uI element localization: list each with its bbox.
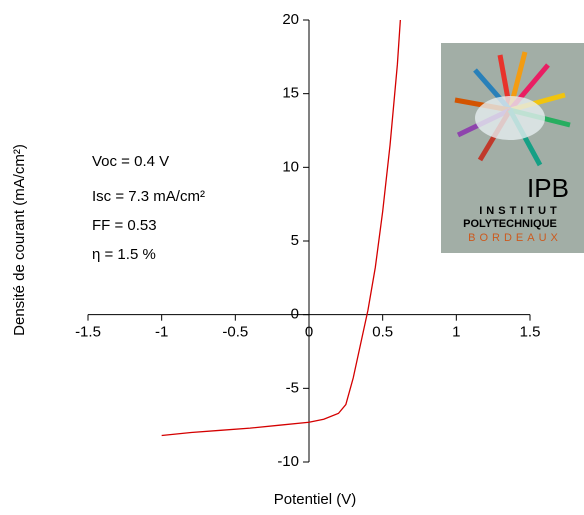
logo-text: POLYTECHNIQUE bbox=[463, 218, 557, 230]
x-axis-label: Potentiel (V) bbox=[274, 491, 357, 508]
annotation: Voc = 0.4 V bbox=[92, 153, 169, 170]
annotation: FF = 0.53 bbox=[92, 217, 157, 234]
logo-disc bbox=[475, 96, 545, 140]
y-axis-label: Densité de courant (mA/cm²) bbox=[11, 144, 28, 336]
x-tick-label: -1 bbox=[155, 324, 168, 341]
x-tick-label: 0.5 bbox=[372, 324, 393, 341]
logo-text: BORDEAUX bbox=[468, 232, 562, 244]
logo-text: IPB bbox=[527, 173, 569, 203]
annotation: η = 1.5 % bbox=[92, 246, 156, 263]
y-tick-label: 10 bbox=[282, 158, 299, 175]
x-tick-label: 1.5 bbox=[520, 324, 541, 341]
y-tick-label: -10 bbox=[277, 453, 299, 470]
y-tick-label: -5 bbox=[286, 379, 299, 396]
y-tick-label: 15 bbox=[282, 85, 299, 102]
logo-text: INSTITUT bbox=[479, 205, 561, 217]
x-tick-label: 0 bbox=[305, 324, 313, 341]
logo: IPB INSTITUT POLYTECHNIQUE BORDEAUX bbox=[441, 43, 584, 253]
logo-overlay bbox=[441, 43, 584, 253]
iv-curve bbox=[161, 19, 401, 437]
x-tick-label: 1 bbox=[452, 324, 460, 341]
y-tick-label: 20 bbox=[282, 11, 299, 28]
x-tick-label: -1.5 bbox=[75, 324, 101, 341]
y-tick-label: 0 bbox=[291, 306, 299, 323]
x-tick-label: -0.5 bbox=[222, 324, 248, 341]
annotation: Isc = 7.3 mA/cm² bbox=[92, 188, 205, 205]
y-tick-label: 5 bbox=[291, 232, 299, 249]
